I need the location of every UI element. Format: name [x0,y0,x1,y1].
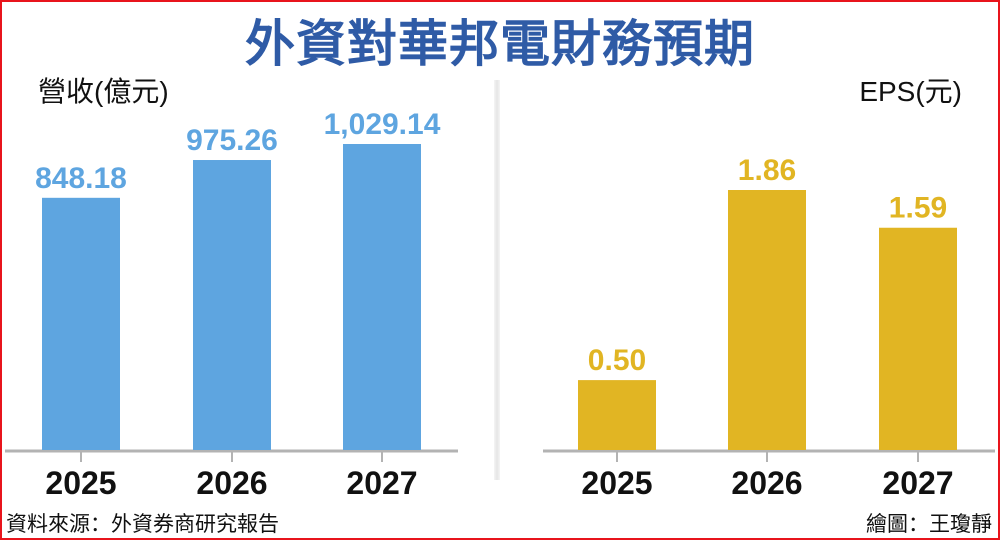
source-note: 資料來源：外資券商研究報告 [6,513,279,536]
revenue-bar-2027 [343,144,421,450]
eps-bar-2026 [728,190,806,450]
revenue-year-label: 2025 [45,465,116,501]
revenue-unit-label: 營收(億元) [38,76,169,107]
eps-year-label: 2027 [882,465,953,501]
eps-bar-2027 [879,227,957,450]
eps-bar-2025 [578,380,656,450]
eps-unit-label: EPS(元) [859,76,962,107]
eps-year-label: 2026 [731,465,802,501]
eps-year-label: 2025 [581,465,652,501]
chart-title: 外資對華邦電財務預期 [245,16,755,72]
panel-divider [494,80,500,480]
revenue-value-label: 975.26 [186,124,278,157]
revenue-year-label: 2027 [346,465,417,501]
credit-note: 繪圖：王瓊靜 [866,513,992,536]
eps-value-label: 1.86 [738,154,796,187]
revenue-year-label: 2026 [196,465,267,501]
eps-value-label: 0.50 [588,344,646,377]
eps-value-label: 1.59 [889,192,947,225]
revenue-bar-2025 [42,197,120,450]
revenue-value-label: 848.18 [35,162,127,195]
revenue-bar-2026 [193,160,271,450]
revenue-value-label: 1,029.14 [324,108,441,141]
